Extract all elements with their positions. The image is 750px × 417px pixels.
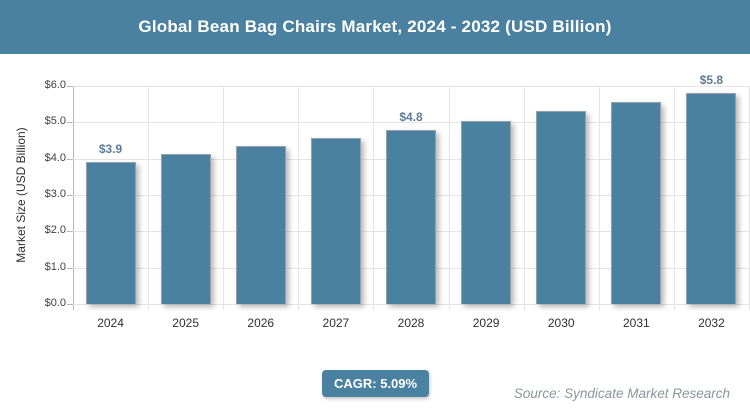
- x-tick-label: 2028: [397, 316, 425, 330]
- x-tick-label: 2031: [622, 316, 650, 330]
- h-gridline: [73, 86, 749, 87]
- bar-2026: [235, 146, 286, 304]
- bar-2032: [686, 93, 737, 304]
- cagr-badge: CAGR: 5.09%: [322, 370, 430, 397]
- y-tick-label: $5.0: [44, 115, 66, 128]
- v-gridline: [523, 86, 525, 310]
- y-tick-label: $1.0: [44, 260, 66, 273]
- v-gridline: [373, 86, 375, 310]
- bar-2028: [386, 130, 436, 304]
- bar-2030: [536, 111, 587, 304]
- x-tick-label: 2032: [698, 316, 725, 330]
- y-tick-mark: [67, 86, 73, 87]
- y-tick-label: $2.0: [44, 224, 66, 237]
- y-tick-mark: [67, 158, 73, 160]
- bar-2027: [310, 138, 361, 304]
- x-tick-label: 2029: [472, 316, 500, 330]
- title-banner: Global Bean Bag Chairs Market, 2024 - 20…: [0, 0, 750, 54]
- h-gridline: [73, 304, 749, 305]
- v-gridline: [448, 86, 450, 310]
- bar-value-label: $4.8: [399, 110, 423, 124]
- bar-2024: [85, 162, 136, 304]
- y-tick-label: $0.0: [44, 297, 66, 309]
- y-tick-label: $4.0: [44, 151, 66, 164]
- bar-value-label: $5.8: [699, 73, 724, 87]
- y-tick-mark: [67, 122, 73, 124]
- y-tick-mark: [67, 231, 73, 233]
- v-gridline: [148, 86, 150, 310]
- y-tick-mark: [67, 195, 73, 196]
- y-axis-line: [73, 86, 74, 310]
- v-gridline: [223, 86, 225, 310]
- x-tick-label: 2030: [547, 316, 575, 330]
- bar-2029: [461, 121, 512, 304]
- y-tick-mark: [67, 304, 73, 305]
- chart-title: Global Bean Bag Chairs Market, 2024 - 20…: [138, 17, 612, 36]
- x-tick-label: 2024: [97, 316, 124, 330]
- source-credit: Source: Syndicate Market Research: [513, 386, 730, 401]
- x-tick-label: 2025: [172, 316, 199, 330]
- v-gridline: [298, 86, 300, 310]
- bar-2031: [611, 102, 662, 304]
- bar-value-label: $3.9: [98, 142, 123, 156]
- y-tick-mark: [67, 267, 73, 269]
- y-tick-label: $3.0: [44, 188, 66, 200]
- y-tick-label: $6.0: [44, 79, 66, 91]
- plot-area: $3.9 $4.8 $5.8: [73, 73, 750, 310]
- v-gridline: [598, 86, 600, 310]
- x-tick-label: 2027: [322, 316, 350, 330]
- x-tick-label: 2026: [247, 316, 275, 330]
- bar-2025: [160, 154, 211, 304]
- h-gridline: [73, 122, 749, 124]
- v-gridline: [673, 86, 675, 310]
